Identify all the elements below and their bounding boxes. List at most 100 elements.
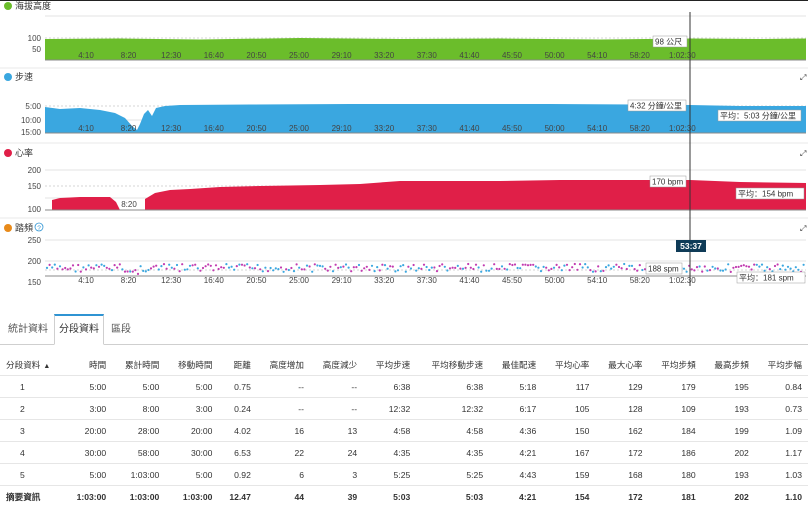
cadence-dot <box>617 265 621 269</box>
cadence-dot <box>329 265 332 268</box>
column-header[interactable]: 平均步幅 <box>754 354 808 376</box>
cadence-dot <box>758 265 761 268</box>
cadence-dot <box>597 265 600 268</box>
cadence-dot <box>352 266 355 269</box>
column-header[interactable]: 距離 <box>218 354 257 376</box>
cadence-dot <box>181 263 184 266</box>
help-icon-glyph: ? <box>37 225 41 232</box>
cadence-dot <box>578 263 582 266</box>
cursor-time-badge <box>676 240 706 252</box>
cadence-dot <box>425 265 428 269</box>
cadence-dot <box>487 269 491 272</box>
cadence-dot <box>786 265 790 268</box>
table-cell: 3 <box>310 463 364 486</box>
cadence-dot <box>201 266 205 270</box>
cadence-dot <box>240 263 244 266</box>
cadence-dot <box>45 266 49 269</box>
cadence-dot <box>116 266 119 269</box>
table-cell: 184 <box>648 419 702 442</box>
heartrate-average-label <box>735 187 805 200</box>
table-cell: -- <box>310 375 364 398</box>
column-header[interactable]: 累計時間 <box>112 354 166 376</box>
column-header[interactable]: 平均移動步速 <box>416 354 490 376</box>
column-header[interactable]: 高度增加 <box>256 354 310 376</box>
table-cell: 105 <box>542 397 596 420</box>
cadence-dot <box>207 263 210 266</box>
table-cell: -- <box>310 397 364 420</box>
tab-splits[interactable]: 分段資料 <box>54 314 104 345</box>
time-tick: 41:40 <box>459 51 480 60</box>
cadence-dot <box>724 268 727 271</box>
cadence-dot <box>513 263 517 266</box>
time-tick: 41:40 <box>459 124 480 133</box>
expand-icon[interactable]: ⤢ <box>799 73 806 82</box>
column-header[interactable]: 平均步速 <box>363 354 417 376</box>
expand-icon[interactable]: ⤢ <box>799 149 806 158</box>
column-header[interactable]: 平均步頻 <box>648 354 702 376</box>
cadence-dot <box>186 268 189 271</box>
table-cell: 150 <box>542 419 596 442</box>
time-tick: 54:10 <box>587 276 608 285</box>
column-header[interactable]: 移動時間 <box>165 354 219 376</box>
column-header[interactable]: 平均心率 <box>542 354 596 376</box>
detail-tabs: 統計資料 分段資料 區段 <box>0 312 808 345</box>
cadence-y-tick: 150 <box>28 278 42 287</box>
cadence-dot <box>222 266 225 269</box>
cadence-dot <box>339 266 342 269</box>
cadence-dot <box>493 263 496 266</box>
time-tick: 12:30 <box>161 276 182 285</box>
cadence-dot <box>472 267 475 271</box>
time-tick: 4:10 <box>78 51 94 60</box>
cadence-dot <box>373 270 376 273</box>
cadence-dot <box>56 267 59 270</box>
cadence-dot <box>308 265 311 268</box>
table-cell: 5:00 <box>64 463 113 486</box>
cadence-dot <box>253 267 257 270</box>
table-cell: 202 <box>734 491 749 502</box>
cadence-dot <box>334 263 337 266</box>
cadence-dot <box>233 268 236 271</box>
cadence-dot <box>625 267 628 271</box>
cadence-dot <box>344 263 348 266</box>
cadence-dot <box>300 268 303 271</box>
elevation-area <box>45 38 806 60</box>
cadence-dot <box>238 263 241 266</box>
column-header-split[interactable]: 分段資料 ▲ <box>0 354 65 376</box>
cadence-dot <box>376 266 379 269</box>
cadence-dot <box>178 270 181 273</box>
cadence-dot <box>482 264 485 267</box>
cadence-dot <box>227 266 231 269</box>
column-header[interactable]: 最佳配速 <box>489 354 543 376</box>
cadence-dot <box>729 270 732 273</box>
elevation-chart: 海拔高度 100 50 4:10 8:20 12:30 16:40 20:50 25:00… <box>4 0 806 61</box>
tab-segments[interactable]: 區段 <box>111 324 131 335</box>
table-cell: 6:38 <box>416 375 490 398</box>
tab-statistics[interactable]: 統計資料 <box>8 324 48 335</box>
time-tick: 20:50 <box>246 124 267 133</box>
cadence-dot <box>360 269 363 272</box>
cadence-dot <box>66 268 69 271</box>
pace-y-tick: 10:00 <box>21 116 42 125</box>
help-icon[interactable] <box>34 222 44 232</box>
column-header[interactable]: 最高步頻 <box>701 354 755 376</box>
table-cell: 1.10 <box>785 491 802 502</box>
cadence-y-tick: 250 <box>28 236 42 245</box>
cadence-dot <box>269 266 272 270</box>
time-tick: 33:20 <box>374 276 395 285</box>
column-header[interactable]: 最大心率 <box>595 354 649 376</box>
table-header-row: 分段資料 ▲ 時間 累計時間 移動時間 距離 高度增加 高度減少 平均步速 平均移… <box>0 354 808 376</box>
table-cell: 167 <box>542 441 596 464</box>
heartrate-area <box>145 180 806 210</box>
cadence-dot <box>779 268 782 271</box>
pace-time-ticks: 4:10 8:20 12:30 16:40 20:50 25:00 29:10 33:20 37… <box>78 124 696 133</box>
cadence-dot <box>456 264 459 267</box>
sort-ascending-icon[interactable]: ▲ <box>43 362 51 370</box>
expand-icon[interactable]: ⤢ <box>799 224 806 233</box>
cadence-dot <box>324 267 327 270</box>
column-header[interactable]: 高度減少 <box>310 354 364 376</box>
table-cell: 4 <box>0 441 65 464</box>
table-cell: 195 <box>701 375 755 398</box>
cadence-dot <box>389 265 392 268</box>
column-header[interactable]: 時間 <box>64 354 113 376</box>
cadence-dot <box>448 267 452 270</box>
